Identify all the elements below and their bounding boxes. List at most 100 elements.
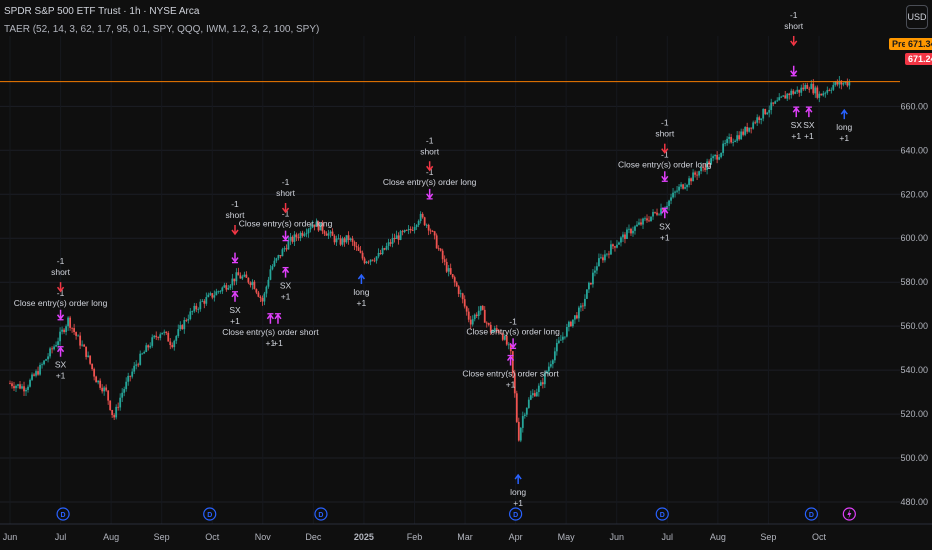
candle-body: [143, 351, 146, 354]
candle-body: [205, 297, 208, 304]
close-long-marker-head: [56, 314, 65, 321]
candle-body: [557, 340, 560, 343]
sx-label: SX: [659, 221, 671, 231]
candle-body: [622, 234, 624, 238]
candle-body: [263, 293, 266, 302]
symbol-title[interactable]: SPDR S&P 500 ETF Trust · 1h · NYSE Arca: [4, 6, 200, 17]
candle-body: [822, 93, 825, 96]
candle-body: [513, 373, 516, 394]
currency-button[interactable]: USD: [906, 5, 928, 29]
candle-body: [616, 244, 618, 248]
candle-body: [832, 84, 835, 90]
candle-body: [710, 158, 713, 165]
candle-body: [283, 248, 286, 250]
candle-body: [151, 337, 154, 346]
time-tick-label: Oct: [812, 532, 827, 542]
candle-body: [612, 244, 614, 247]
candle-body: [720, 152, 723, 158]
candle-body: [483, 309, 486, 323]
candle-body: [786, 93, 789, 99]
candle-body: [131, 371, 134, 377]
candle-body: [333, 235, 336, 243]
candle-body: [728, 137, 731, 139]
candle-body: [307, 229, 310, 234]
candle-body: [491, 330, 494, 333]
candle-body: [692, 172, 694, 182]
candle-body: [848, 81, 851, 86]
candle-body: [373, 260, 376, 262]
price-axis[interactable]: 480.00 500.00 520.00 540.00 560.00 580.00 600.…: [900, 101, 928, 507]
candle-body: [235, 272, 238, 282]
candle-body: [193, 305, 196, 312]
candle-body: [245, 274, 248, 278]
candle-body: [177, 329, 180, 337]
candle-body: [435, 235, 438, 249]
candle-body: [165, 331, 168, 333]
candle-body: [600, 257, 602, 259]
candle-body: [79, 335, 82, 346]
candle-series: [9, 76, 851, 443]
candle-body: [475, 314, 478, 317]
candle-body: [395, 235, 398, 239]
dividend-marker-icon: [804, 507, 819, 521]
candle-body: [335, 238, 338, 243]
candle-body: [97, 380, 100, 383]
sx-marker-head: [281, 267, 290, 274]
indicator-legend[interactable]: TAER (52, 14, 3, 62, 1.7, 95, 0.1, SPY, …: [4, 24, 320, 35]
candle-body: [828, 90, 831, 91]
candle-body: [313, 224, 316, 227]
dividend-marker-label: D: [660, 512, 665, 519]
candle-body: [764, 108, 767, 115]
candle-body: [537, 385, 540, 393]
time-tick-label: Oct: [205, 532, 220, 542]
time-tick-label: Jul: [662, 532, 674, 542]
candle-body: [377, 252, 380, 257]
long-arrow-head: [514, 473, 522, 480]
price-tick-label: 660.00: [900, 101, 928, 111]
candle-body: [634, 226, 636, 231]
candle-body: [403, 230, 406, 233]
candle-body: [295, 234, 298, 238]
candle-body: [814, 87, 817, 94]
candle-body: [359, 250, 362, 253]
candle-body: [293, 234, 296, 242]
candle-body: [656, 212, 658, 215]
candle-body: [365, 261, 368, 264]
candle-body: [776, 100, 779, 102]
candle-body: [690, 178, 692, 182]
candle-body: [782, 95, 785, 97]
candle-body: [141, 353, 144, 355]
short-label: short: [784, 21, 804, 31]
candle-body: [37, 371, 39, 375]
candle-body: [247, 277, 250, 283]
candle-body: [99, 380, 102, 388]
short-arrow-head: [661, 148, 669, 154]
candle-body: [565, 326, 568, 337]
candle-body: [407, 228, 410, 231]
time-tick-label: Mar: [457, 532, 473, 542]
candle-body: [756, 117, 759, 123]
candle-body: [219, 291, 222, 293]
candle-body: [53, 346, 55, 350]
candle-body: [421, 213, 424, 218]
dividend-marker-icon: [314, 507, 328, 521]
candle-body: [792, 90, 795, 94]
candle-body: [543, 372, 546, 385]
candle-body: [573, 315, 576, 320]
close-long-marker-head: [281, 235, 290, 241]
sx-label: SX: [791, 120, 803, 130]
candle-body: [133, 365, 136, 372]
candle-body: [610, 244, 612, 255]
candle-body: [445, 261, 448, 272]
candle-body: [189, 311, 192, 320]
candle-body: [575, 315, 578, 319]
candle-body: [606, 253, 608, 255]
candle-body: [638, 222, 640, 225]
candle-body: [77, 335, 80, 337]
short-qty: -1: [661, 118, 669, 128]
price-tick-label: 600.00: [900, 233, 928, 243]
close-short-label: Close entry(s) order short: [222, 327, 319, 337]
time-axis[interactable]: Jun Jul Aug Sep Oct Nov Dec 2025 Feb Mar Apr May Jun…: [3, 532, 827, 542]
